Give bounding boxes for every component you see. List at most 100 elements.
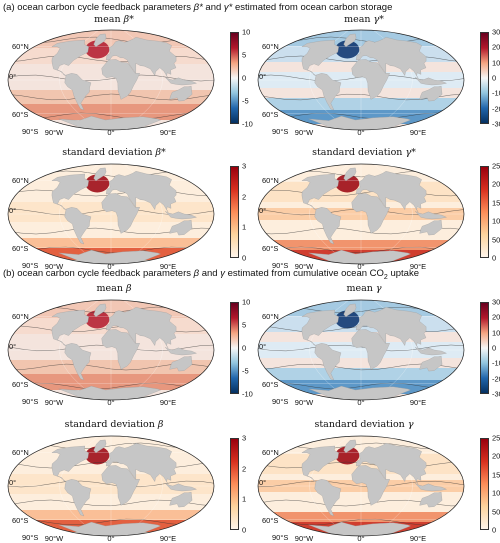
lon-label-90w: 90°W: [294, 262, 314, 271]
section-a-title-prefix: (a) ocean carbon cycle feedback paramete…: [3, 2, 194, 13]
lat-label-0: 0°: [9, 342, 17, 351]
land-greenland: [343, 167, 357, 181]
colorbar-tick-label: 150: [492, 198, 500, 208]
map-outline: [7, 163, 215, 265]
lat-label-60n: 60°N: [12, 312, 29, 321]
lat-label-60n: 60°N: [12, 176, 29, 185]
colorbar-tick-label: 0: [492, 343, 497, 353]
world-map-a2: [257, 29, 465, 131]
colorbar-a1: [230, 32, 239, 124]
north-atlantic-hotspot: [335, 40, 360, 59]
section-b-gamma: γ: [220, 268, 225, 279]
lat-label-90s: 90°S: [272, 533, 289, 542]
colorbar-tick-label: 5: [242, 50, 247, 60]
land-south-america: [314, 479, 342, 517]
lat-label-0: 0°: [259, 206, 267, 215]
land-greenland: [93, 33, 107, 47]
land-indonesia: [415, 347, 448, 356]
colorbar-tick-label: 100: [492, 328, 500, 338]
land-greenland: [343, 33, 357, 47]
lat-label-60n: 60°N: [262, 312, 279, 321]
section-b-title: (b) ocean carbon cycle feedback paramete…: [3, 268, 419, 281]
world-map-a4: [257, 163, 465, 265]
colorbar-b1: [230, 302, 239, 394]
world-map-b3: [7, 435, 215, 537]
colorbar-tick-label: 10: [242, 297, 251, 307]
land-eurasia: [105, 443, 177, 485]
colorbar-tick-label: 200: [492, 179, 500, 189]
colorbar-tick-label: 0: [242, 525, 247, 535]
section-b-beta: β: [193, 268, 200, 279]
lat-label-0: 0°: [259, 478, 267, 487]
colorbar-tick-label: -10: [242, 119, 253, 129]
colorbar-tick-label: 100: [492, 216, 500, 226]
section-b-title-suffix: estimated from cumulative ocean CO: [224, 268, 384, 279]
colorbar-a4: [480, 166, 489, 258]
land-indonesia: [415, 77, 448, 86]
section-a-gamma: γ*: [223, 2, 233, 13]
lat-label-60s: 60°S: [12, 110, 29, 119]
north-atlantic-hotspot: [335, 174, 360, 193]
lat-label-60s: 60°S: [12, 380, 29, 389]
section-b-subscript: 2: [383, 273, 388, 281]
land-south-america: [314, 207, 342, 245]
land-south-america: [64, 73, 92, 111]
land-antarctica: [58, 385, 162, 400]
land-greenland: [93, 303, 107, 317]
colorbar-tick-label: 50: [492, 235, 500, 245]
lat-label-90s: 90°S: [272, 397, 289, 406]
land-africa: [351, 59, 390, 100]
lat-label-0: 0°: [9, 206, 17, 215]
lon-label-90w: 90°W: [44, 128, 64, 137]
contour-line: [258, 344, 464, 352]
colorbar-tick-label: -100: [492, 358, 500, 368]
colorbar-tick-label: 250: [492, 433, 500, 443]
land-africa: [101, 59, 140, 100]
land-antarctica: [58, 115, 162, 130]
colorbar-tick-label: 5: [242, 320, 247, 330]
colorbar-tick-label: 150: [492, 470, 500, 480]
lon-label-90e: 90°E: [159, 128, 177, 137]
land-north-america: [301, 173, 339, 210]
lon-label-90e: 90°E: [409, 398, 427, 407]
land-indonesia: [415, 211, 448, 220]
land-north-america: [51, 39, 89, 76]
map-outline: [7, 435, 215, 537]
land-north-america: [301, 39, 339, 76]
panel-title-b2: mean γ: [264, 283, 464, 294]
panel-title-a2: mean γ*: [264, 14, 464, 25]
panel-title-b4: standard deviation γ: [264, 419, 464, 430]
land-eurasia: [355, 171, 427, 213]
panel-title-symbol: β: [125, 283, 132, 294]
land-greenland: [343, 303, 357, 317]
land-antarctica: [58, 521, 162, 536]
section-b-title-prefix: (b) ocean carbon cycle feedback paramete…: [3, 268, 194, 279]
map-outline: [257, 163, 465, 265]
colorbar-tick-label: 0: [242, 343, 247, 353]
lon-label-90e: 90°E: [409, 262, 427, 271]
land-north-america: [51, 173, 89, 210]
map-outline: [257, 435, 465, 537]
north-atlantic-hotspot: [85, 310, 110, 329]
lon-label-90w: 90°W: [44, 262, 64, 271]
lon-label-0: 0°: [107, 398, 115, 407]
section-b-title-end: uptake: [387, 268, 419, 279]
colorbar-tick-label: 200: [492, 451, 500, 461]
colorbar-tick-label: 2: [242, 464, 247, 474]
contour-line: [8, 189, 214, 197]
land-indonesia: [165, 483, 198, 492]
world-map-a3: [7, 163, 215, 265]
land-eurasia: [355, 443, 427, 485]
land-africa: [351, 193, 390, 234]
contour-line: [258, 189, 464, 197]
colorbar-tick-label: 3: [242, 161, 247, 171]
land-south-america: [64, 479, 92, 517]
land-eurasia: [355, 307, 427, 349]
contour-line: [8, 325, 214, 333]
contour-line: [8, 480, 214, 488]
land-eurasia: [355, 37, 427, 79]
land-australia: [419, 85, 443, 102]
land-antarctica: [308, 385, 412, 400]
north-atlantic-hotspot: [85, 446, 110, 465]
lat-label-90s: 90°S: [22, 397, 39, 406]
